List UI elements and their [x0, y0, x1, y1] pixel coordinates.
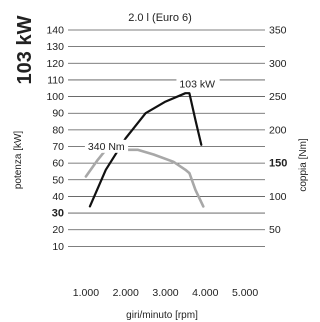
right-tick-label: 100 — [269, 191, 287, 203]
x-tick-label: 5.000 — [232, 287, 258, 299]
x-tick-label: 1.000 — [73, 287, 99, 299]
grid-lines — [68, 29, 265, 247]
left-tick-label: 60 — [52, 158, 64, 170]
x-tick-label: 3.000 — [152, 287, 178, 299]
right-axis-label: coppia [Nm] — [298, 138, 309, 192]
annotation-bg — [176, 77, 220, 91]
x-axis-label: giri/minuto [rpm] — [126, 310, 198, 321]
x-axis-ticks: 1.000 2.000 3.000 4.000 5.000 — [73, 287, 259, 299]
right-tick-label: 350 — [269, 25, 287, 37]
left-tick-label: 40 — [52, 191, 64, 203]
left-tick-label: 80 — [52, 124, 64, 136]
left-tick-label: 120 — [46, 58, 64, 70]
left-tick-label: 50 — [52, 174, 64, 186]
right-tick-label: 50 — [269, 224, 281, 236]
left-tick-label: 70 — [52, 141, 64, 153]
annotations: 103 kW 340 Nm — [84, 77, 220, 153]
left-axis-label: potenza [kW] — [13, 131, 24, 190]
right-tick-label: 300 — [269, 58, 287, 70]
left-tick-label: 130 — [46, 41, 64, 53]
annotation-label: 103 kW — [179, 78, 215, 90]
left-axis-ticks: 10 20 30 40 50 60 70 80 90 100 110 120 130 140 — [46, 25, 64, 253]
left-tick-label: 20 — [52, 224, 64, 236]
right-tick-label: 200 — [269, 124, 287, 136]
chart-title: 2.0 l (Euro 6) — [128, 12, 192, 24]
annotation-label: 340 Nm — [88, 141, 125, 153]
left-tick-label: 30 — [52, 208, 64, 220]
right-axis-ticks: 50 100 150 200 250 300 350 — [269, 25, 287, 237]
right-tick-label: 150 — [269, 158, 287, 170]
right-tick-label: 250 — [269, 91, 287, 103]
left-tick-label: 10 — [52, 241, 64, 253]
power-line — [88, 92, 203, 208]
headline-power: 103 kW — [14, 15, 36, 84]
x-tick-label: 2.000 — [113, 287, 139, 299]
left-tick-label: 90 — [52, 108, 64, 120]
left-tick-label: 100 — [46, 91, 64, 103]
left-tick-label: 140 — [46, 25, 64, 37]
x-tick-label: 4.000 — [192, 287, 218, 299]
left-tick-label: 110 — [47, 74, 64, 86]
torque-line — [84, 148, 205, 208]
annotation-bg — [84, 139, 129, 153]
